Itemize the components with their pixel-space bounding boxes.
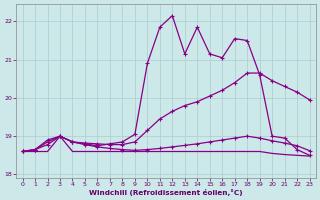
X-axis label: Windchill (Refroidissement éolien,°C): Windchill (Refroidissement éolien,°C) (89, 189, 243, 196)
